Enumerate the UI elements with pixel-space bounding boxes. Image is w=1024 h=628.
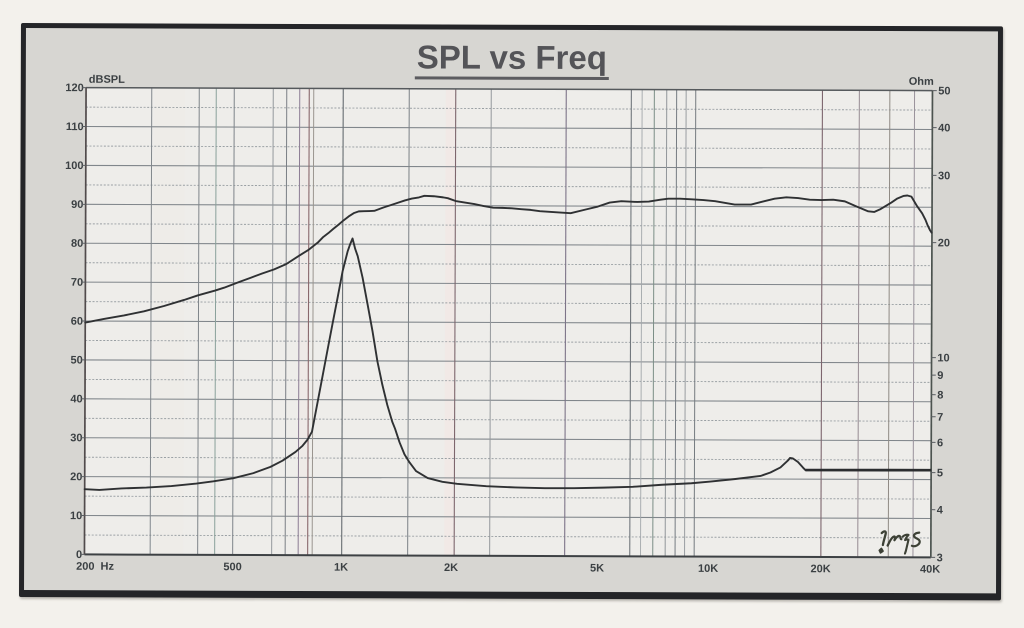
svg-text:6: 6 <box>937 437 943 449</box>
svg-text:8: 8 <box>937 390 943 402</box>
svg-text:500: 500 <box>223 561 241 573</box>
svg-text:80: 80 <box>71 238 83 250</box>
svg-text:100: 100 <box>65 160 83 172</box>
svg-text:2K: 2K <box>444 562 458 574</box>
svg-text:3: 3 <box>937 552 943 564</box>
svg-text:10: 10 <box>70 510 82 522</box>
svg-text:20K: 20K <box>810 563 830 575</box>
svg-text:40: 40 <box>70 393 82 405</box>
svg-text:0: 0 <box>76 549 82 561</box>
svg-text:5: 5 <box>937 467 943 479</box>
svg-text:20: 20 <box>70 471 82 483</box>
svg-text:90: 90 <box>71 199 83 211</box>
svg-text:9: 9 <box>937 370 943 382</box>
svg-text:4: 4 <box>937 504 944 516</box>
svg-text:20: 20 <box>938 237 950 249</box>
svg-text:120: 120 <box>65 82 83 94</box>
svg-text:50: 50 <box>71 354 83 366</box>
svg-text:40K: 40K <box>920 564 940 576</box>
svg-text:50: 50 <box>938 85 950 97</box>
svg-text:10: 10 <box>937 352 949 364</box>
svg-text:5K: 5K <box>590 562 604 574</box>
svg-text:30: 30 <box>70 432 82 444</box>
svg-text:7: 7 <box>937 412 943 424</box>
svg-text:200 Hz: 200 Hz <box>76 561 114 573</box>
svg-text:110: 110 <box>66 121 84 133</box>
svg-text:70: 70 <box>71 277 83 289</box>
svg-text:1K: 1K <box>334 562 348 574</box>
svg-text:dBSPL: dBSPL <box>89 74 125 86</box>
svg-text:60: 60 <box>71 316 83 328</box>
svg-text:Ohm: Ohm <box>909 76 934 88</box>
svg-text:40: 40 <box>938 122 950 134</box>
svg-text:30: 30 <box>938 170 950 182</box>
svg-text:10K: 10K <box>698 563 718 575</box>
